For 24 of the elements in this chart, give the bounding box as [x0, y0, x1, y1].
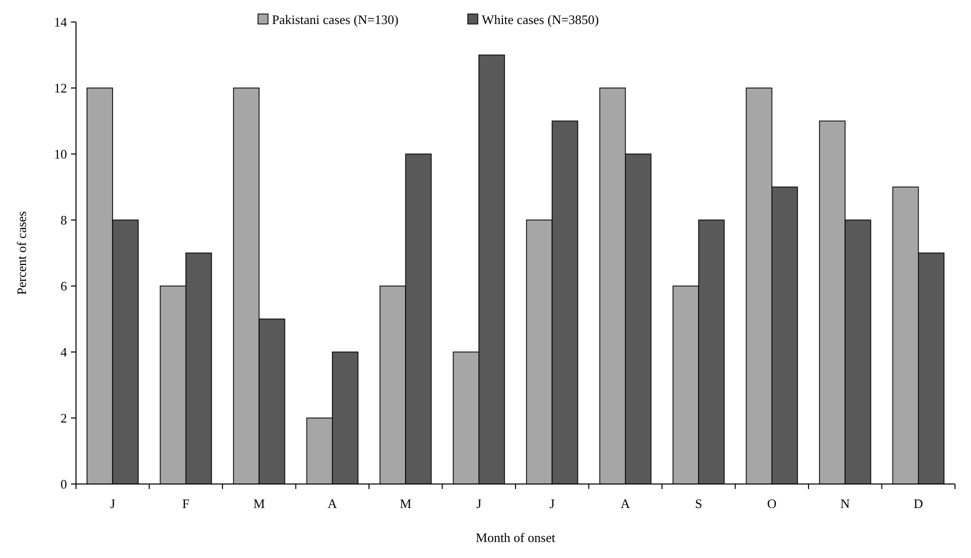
x-tick-label: S [695, 496, 702, 511]
x-tick-label: J [550, 496, 555, 511]
y-tick-label: 10 [54, 146, 67, 162]
x-tick-label: D [914, 496, 924, 511]
y-axis-title: Percent of cases [14, 211, 29, 295]
x-tick-label: M [253, 496, 266, 511]
y-tick-label: 14 [54, 14, 68, 30]
x-tick-label: A [620, 496, 631, 511]
x-axis-title: Month of onset [476, 530, 556, 545]
y-tick-label: 6 [60, 278, 68, 294]
legend-label: White cases (N=3850) [482, 12, 599, 27]
y-tick-label: 2 [60, 410, 67, 426]
y-tick-label: 12 [54, 80, 67, 96]
y-tick-label: 8 [60, 212, 67, 228]
legend-label: Pakistani cases (N=130) [272, 12, 398, 27]
x-tick-label: F [182, 496, 190, 511]
x-tick-label: J [110, 496, 116, 511]
x-tick-label: A [328, 496, 338, 511]
x-tick-label: J [476, 496, 482, 511]
y-tick-label: 4 [60, 344, 68, 360]
x-tick-label: N [840, 496, 850, 511]
x-tick-label: M [400, 496, 412, 511]
x-tick-label: O [767, 496, 777, 511]
y-tick-label: 0 [60, 476, 67, 492]
